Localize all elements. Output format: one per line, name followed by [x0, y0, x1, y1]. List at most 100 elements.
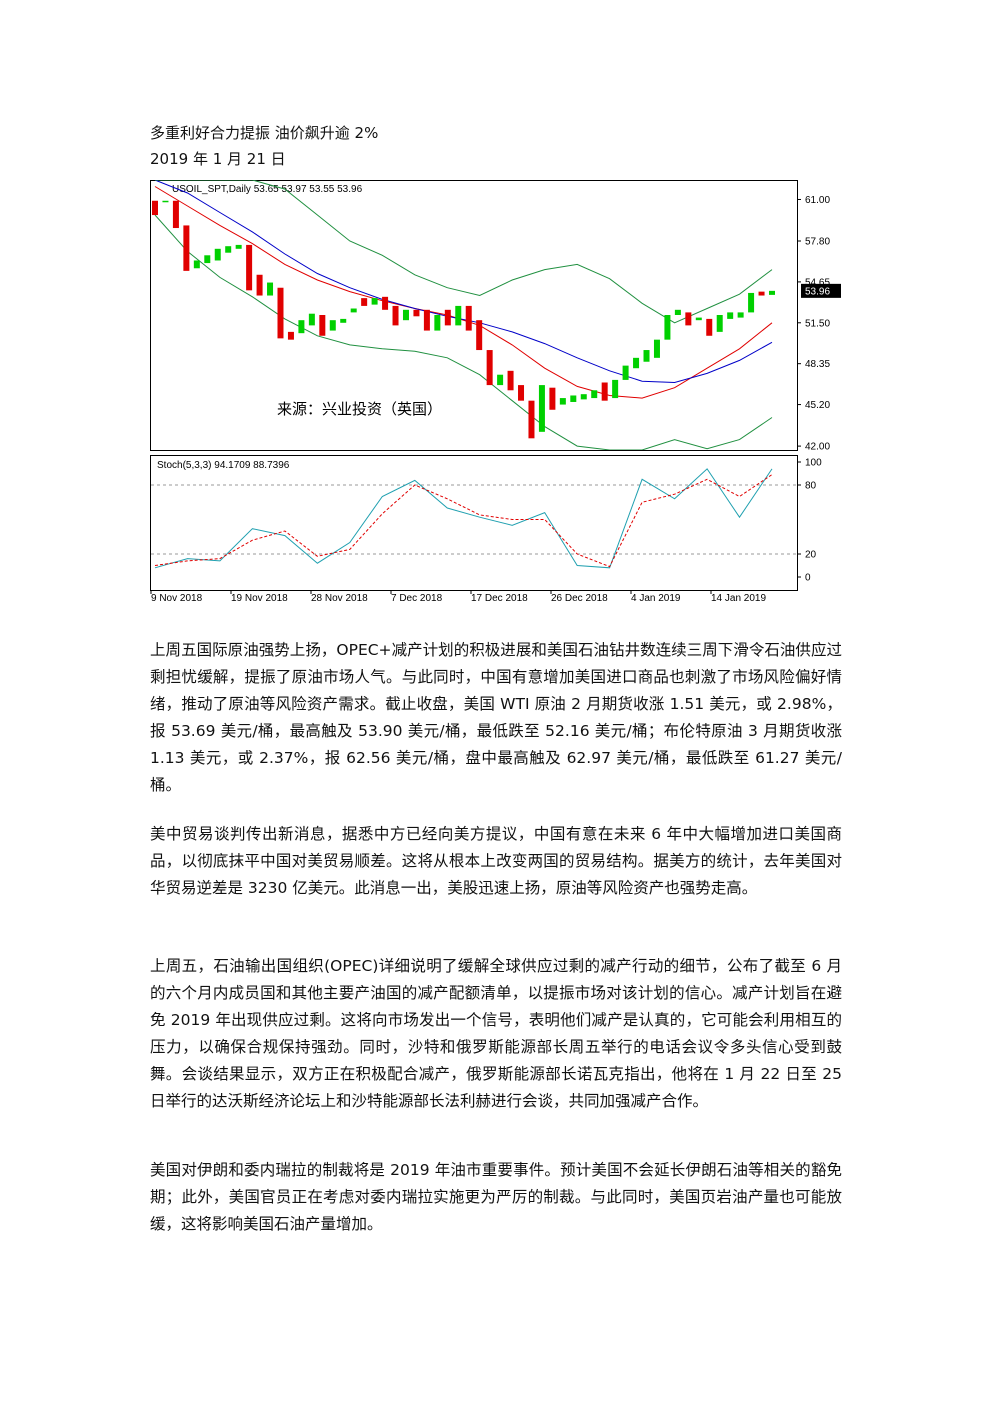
candle-body: [559, 398, 566, 405]
candle-body: [549, 387, 556, 410]
stoch-line: [154, 468, 773, 569]
candle-body: [402, 309, 409, 321]
x-tick-label: 19 Nov 2018: [231, 593, 288, 604]
candle-body: [371, 298, 378, 305]
candle-body: [643, 350, 650, 362]
candle-body: [633, 357, 640, 369]
y-tick-label: 42.00: [805, 442, 830, 453]
stoch-line: [154, 474, 773, 568]
indicator-line: [154, 180, 773, 384]
paragraph: 上周五，石油输出国组织(OPEC)详细说明了缓解全球供应过剩的减产行动的细节，公…: [150, 957, 842, 1110]
x-tick-label: 17 Dec 2018: [471, 593, 528, 604]
candle-body: [340, 318, 347, 323]
candle-body: [193, 260, 200, 269]
candle-body: [486, 350, 493, 386]
indicator-line: [154, 214, 773, 450]
candle-body: [465, 305, 472, 331]
y-tick-label: 57.80: [805, 237, 830, 248]
candle-body: [737, 312, 744, 318]
candle-body: [507, 370, 514, 391]
candle-body: [277, 287, 284, 339]
candle-body: [455, 305, 462, 326]
candle-body: [653, 339, 660, 358]
candle-body: [329, 320, 336, 331]
candle-body: [256, 274, 263, 296]
y-tick-label: 51.50: [805, 318, 830, 329]
stoch-panel: [150, 455, 798, 591]
candle-body: [361, 298, 368, 306]
indicator-line: [154, 186, 773, 399]
candle-body: [319, 315, 326, 336]
y-tick-label: 54.65: [805, 277, 830, 288]
candle-body: [152, 200, 158, 216]
candle-body: [235, 244, 242, 249]
x-tick-label: 7 Dec 2018: [391, 593, 443, 604]
candle-body: [612, 379, 619, 399]
candle-body: [748, 292, 755, 313]
candle-body: [225, 246, 232, 253]
candle-body: [434, 315, 441, 331]
candle-body: [622, 365, 629, 380]
candle-body: [716, 315, 723, 332]
candle-body: [183, 225, 190, 271]
y-tick-label: 48.35: [805, 359, 830, 370]
candle-body: [497, 374, 504, 386]
candle-body: [444, 309, 451, 326]
stoch-tick-label: 20: [805, 550, 817, 561]
candle-body: [476, 320, 483, 351]
candle-body: [162, 200, 169, 203]
candle-body: [758, 291, 765, 296]
stoch-tick-label: 80: [805, 481, 817, 492]
price-panel: [150, 180, 798, 451]
candle-body: [664, 315, 671, 340]
candle-body: [350, 308, 357, 313]
candle-body: [674, 309, 681, 315]
candle-body: [685, 312, 692, 326]
chart: USOIL_SPT,Daily 53.65 53.97 53.55 53.96 …: [150, 180, 841, 604]
x-tick-label: 28 Nov 2018: [311, 593, 368, 604]
candle-body: [298, 320, 305, 334]
chart-header: USOIL_SPT,Daily 53.65 53.97 53.55 53.96: [172, 184, 363, 195]
candle-body: [382, 296, 389, 310]
y-tick-label: 61.00: [805, 195, 830, 206]
candle-body: [287, 331, 294, 340]
candle-body: [413, 309, 420, 317]
y-tick-label: 45.20: [805, 400, 830, 411]
paragraph: 美国对伊朗和委内瑞拉的制裁将是 2019 年油市重要事件。预计美国不会延长伊朗石…: [150, 1161, 842, 1233]
candle-body: [727, 312, 734, 319]
candle-body: [538, 385, 545, 432]
stoch-tick-label: 0: [805, 573, 811, 584]
title: 多重利好合力提振 油价飙升逾 2%: [150, 124, 379, 142]
stoch-label: Stoch(5,3,3) 94.1709 88.7396: [157, 460, 290, 471]
candle-body: [769, 290, 775, 295]
candle-body: [591, 390, 598, 399]
candle-body: [172, 200, 179, 229]
candle-body: [392, 305, 399, 326]
candle-body: [267, 282, 274, 296]
candle-body: [580, 394, 587, 400]
x-tick-label: 4 Jan 2019: [631, 593, 681, 604]
candle-body: [528, 400, 535, 439]
candle-body: [246, 244, 253, 291]
candle-body: [214, 248, 221, 261]
price-tag-label: 53.96: [805, 286, 830, 297]
candle-body: [601, 382, 608, 401]
paragraph: 上周五国际原油强势上扬，OPEC+减产计划的积极进展和美国石油钻井数连续三周下滑…: [150, 641, 842, 794]
price-plot: [152, 180, 775, 450]
candle-body: [204, 255, 211, 264]
stoch-tick-label: 100: [805, 458, 822, 469]
candle-body: [308, 313, 315, 326]
x-tick-label: 14 Jan 2019: [711, 593, 766, 604]
x-tick-label: 26 Dec 2018: [551, 593, 608, 604]
candle-body: [518, 385, 525, 401]
x-tick-label: 9 Nov 2018: [151, 593, 203, 604]
candle-body: [695, 317, 702, 321]
candle-body: [706, 318, 713, 336]
date: 2019 年 1 月 21 日: [150, 150, 286, 168]
price-tag: [801, 283, 841, 298]
candle-body: [570, 395, 577, 402]
paragraph: 美中贸易谈判传出新消息，据悉中方已经向美方提议，中国有意在未来 6 年中大幅增加…: [150, 825, 842, 897]
source-note: 来源：兴业投资（英国）: [277, 400, 442, 418]
candle-body: [423, 309, 430, 331]
